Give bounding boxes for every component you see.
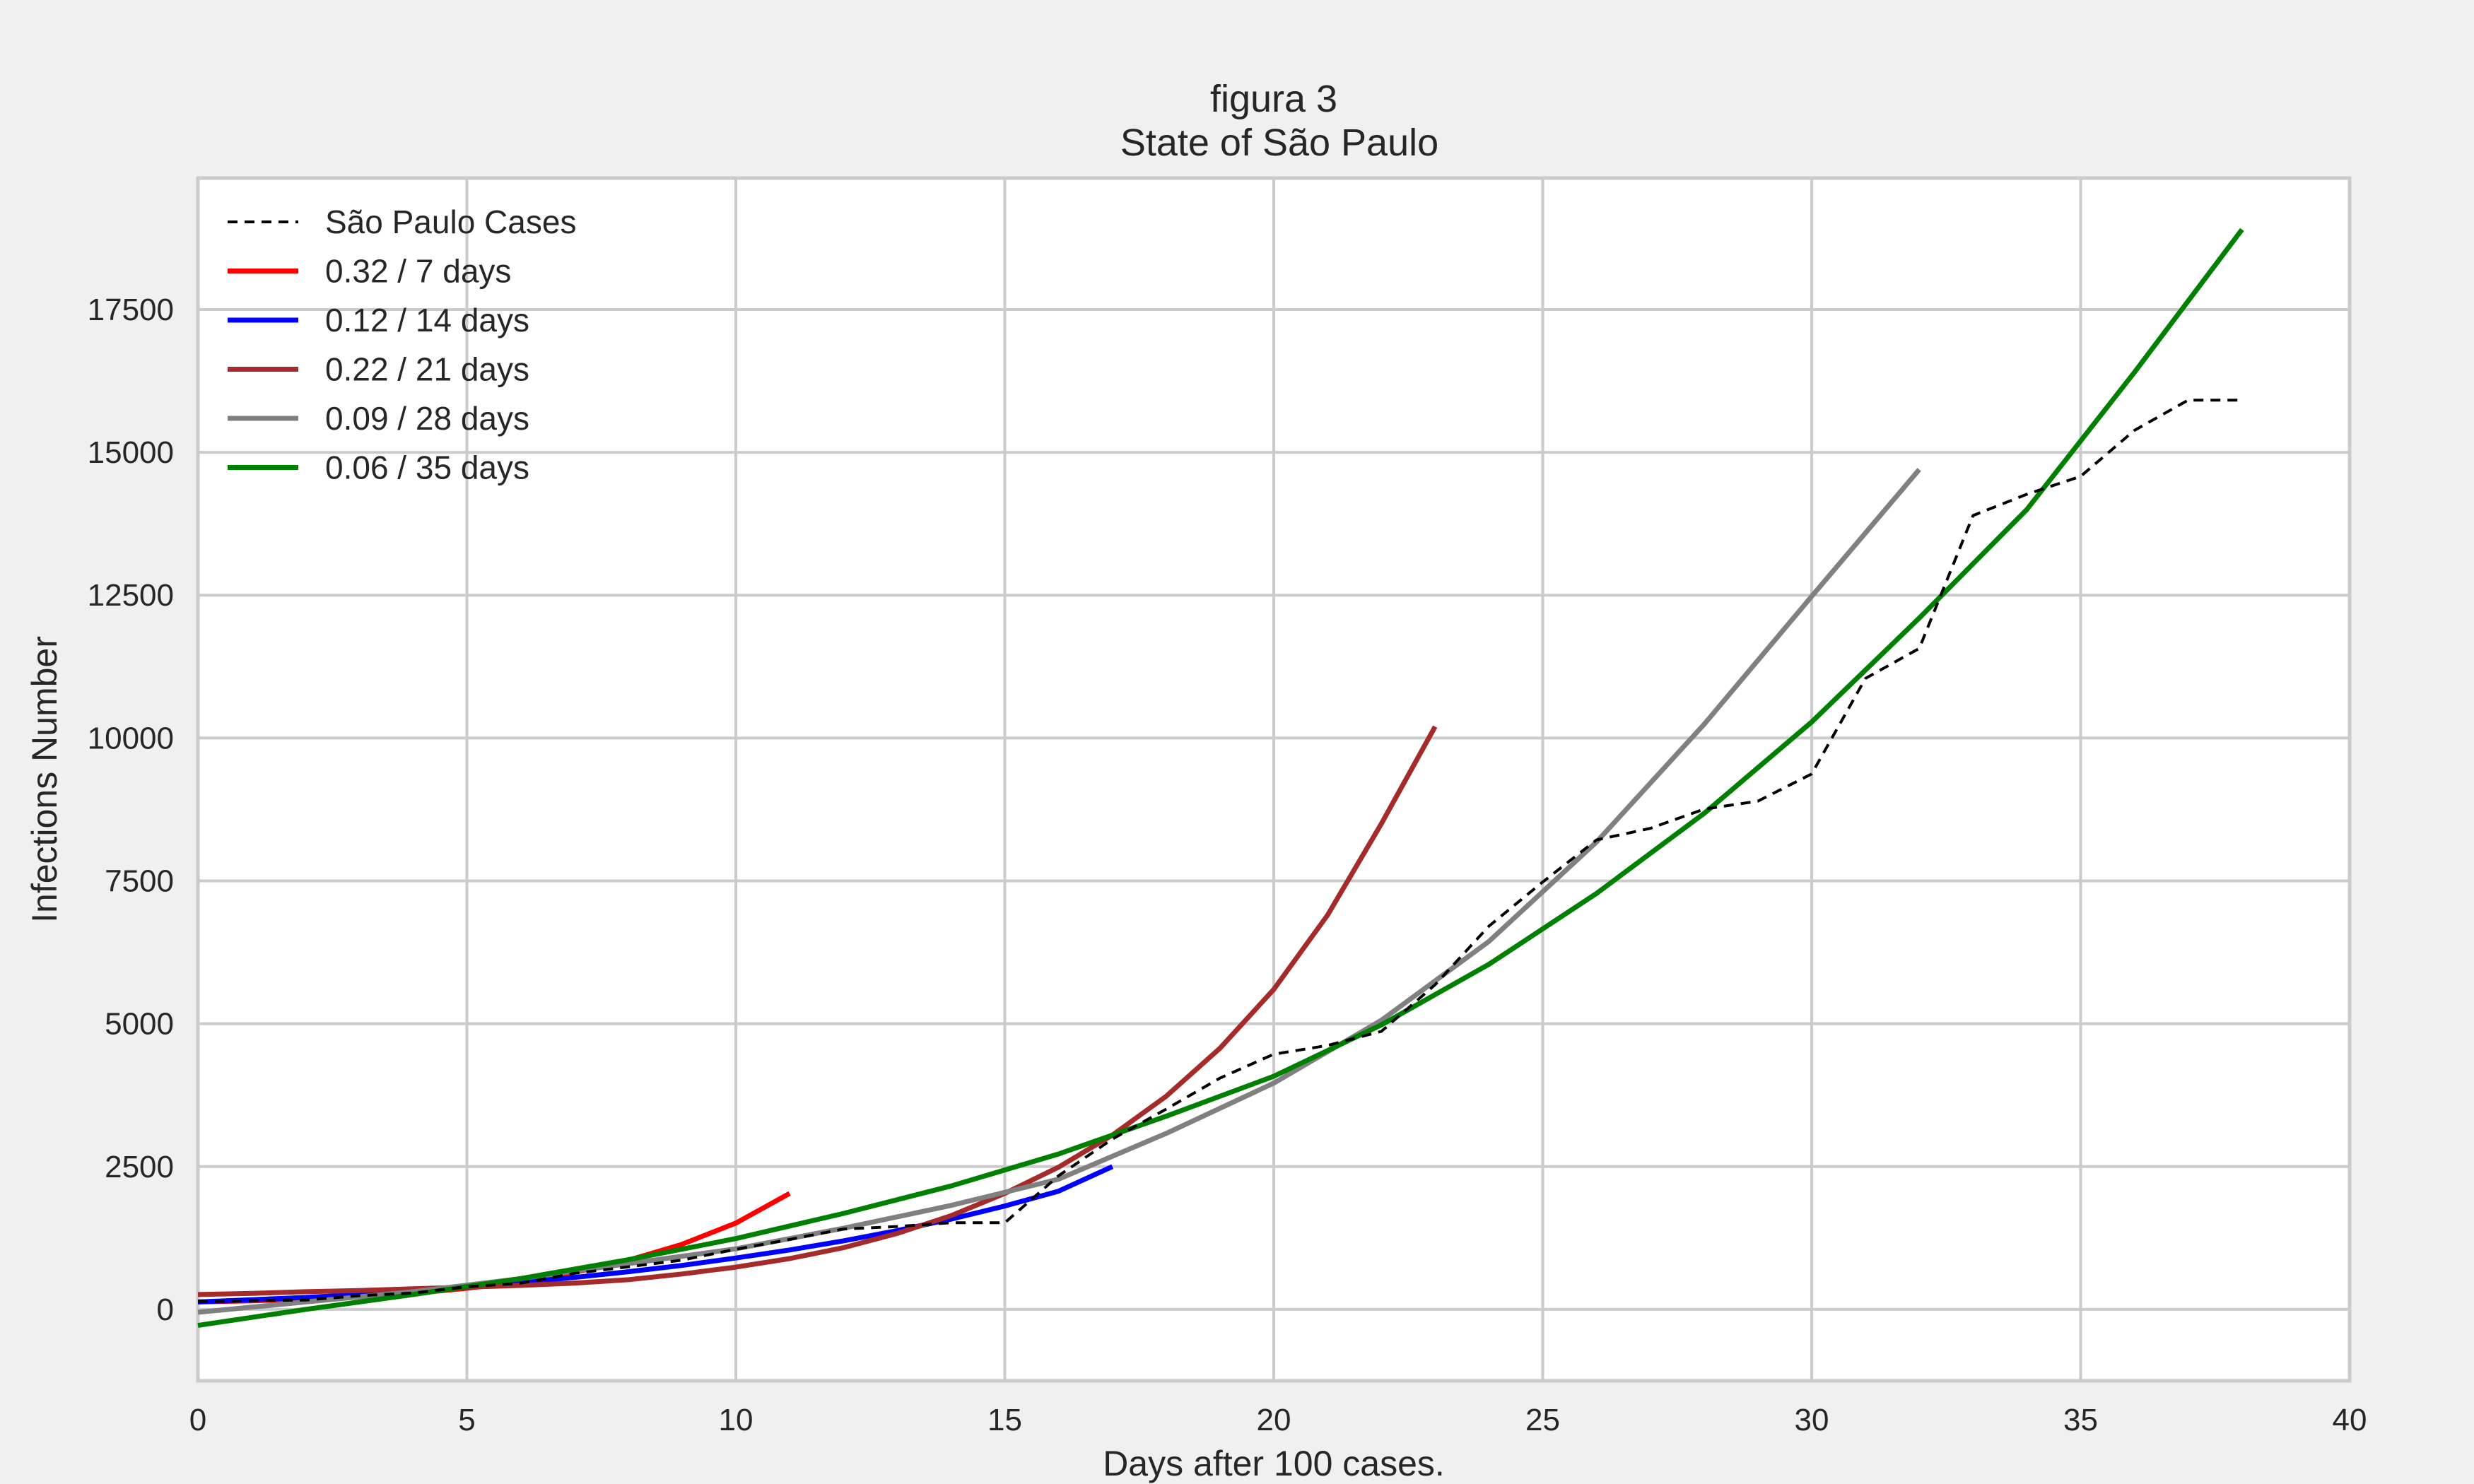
legend-entry: 0.22 / 21 days [325,351,529,388]
series-layer [197,228,2244,1329]
y-tick-label: 15000 [88,435,174,470]
series-line-5 [197,228,2244,1329]
y-tick-label: 17500 [88,293,174,327]
legend: São Paulo Cases 0.32 / 7 days 0.12 / 14 da… [228,204,576,486]
x-tick-label: 5 [458,1403,475,1437]
legend-entry: São Paulo Cases [325,204,576,240]
x-axis-ticks: 0 5 10 15 20 25 30 35 40 [189,1403,2367,1437]
legend-entry: 0.32 / 7 days [325,253,511,290]
y-axis-label: Infections Number [25,636,64,923]
x-axis-label: Days after 100 cases. [1103,1444,1445,1483]
chart-subtitle: State of São Paulo [1120,122,1438,164]
legend-entry: 0.12 / 14 days [325,302,529,338]
x-tick-label: 10 [719,1403,754,1437]
x-tick-label: 40 [2333,1403,2367,1437]
x-tick-label: 15 [987,1403,1022,1437]
x-tick-label: 0 [189,1403,206,1437]
legend-entry: 0.06 / 35 days [325,449,529,486]
x-tick-label: 25 [1525,1403,1560,1437]
y-axis-ticks: 0 2500 5000 7500 10000 12500 15000 17500 [88,293,174,1327]
chart-title: figura 3 [1210,78,1337,120]
series-line-3 [197,725,1438,1297]
y-tick-label: 0 [157,1292,174,1327]
legend-entry: 0.09 / 28 days [325,400,529,437]
x-tick-label: 20 [1257,1403,1291,1437]
grid [198,178,2350,1381]
x-tick-label: 35 [2063,1403,2098,1437]
x-tick-label: 30 [1795,1403,1829,1437]
y-tick-label: 12500 [88,578,174,613]
y-tick-label: 5000 [105,1007,174,1042]
series-line-0 [197,399,2242,1303]
y-tick-label: 7500 [105,864,174,899]
y-tick-label: 2500 [105,1150,174,1184]
y-tick-label: 10000 [88,721,174,755]
